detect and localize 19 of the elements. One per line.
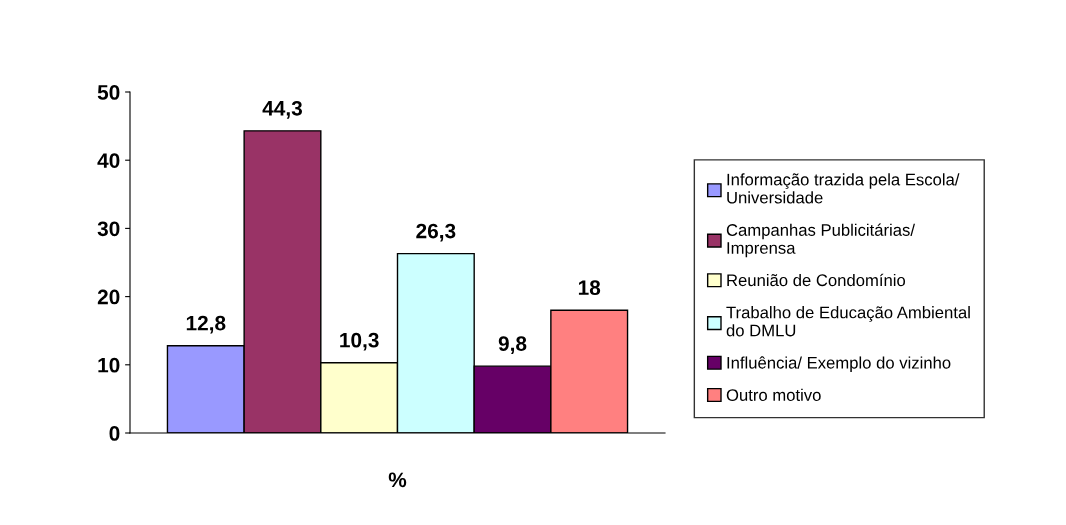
data-label: 18 xyxy=(578,280,601,296)
y-tick-label: 10 xyxy=(98,357,120,373)
legend-label: Influência/ Exemplo do vizinho xyxy=(727,356,951,372)
data-label: 44,3 xyxy=(262,100,302,119)
y-tick-label: 0 xyxy=(109,426,120,441)
legend-label: Trabalho de Educação Ambiental do DMLU xyxy=(726,306,970,337)
data-label: 9,8 xyxy=(498,336,527,354)
y-tick-label: 40 xyxy=(97,153,120,168)
data-label: 26,3 xyxy=(416,223,456,242)
y-tick-label: 50 xyxy=(97,85,120,100)
legend-label: Campanhas Publicitárias/ Imprensa xyxy=(726,223,915,258)
legend-label: Reunião de Condomínio xyxy=(727,273,906,287)
data-label: 12,8 xyxy=(186,315,226,334)
y-tick-label: 20 xyxy=(97,289,120,305)
legend-label: Informação trazida pela Escola/ Universidade xyxy=(727,173,960,204)
data-label: 10,3 xyxy=(340,332,379,351)
y-tick-label: 30 xyxy=(97,221,120,237)
legend-label: Outro motivo xyxy=(726,388,821,401)
x-tick-label: % xyxy=(388,472,407,488)
